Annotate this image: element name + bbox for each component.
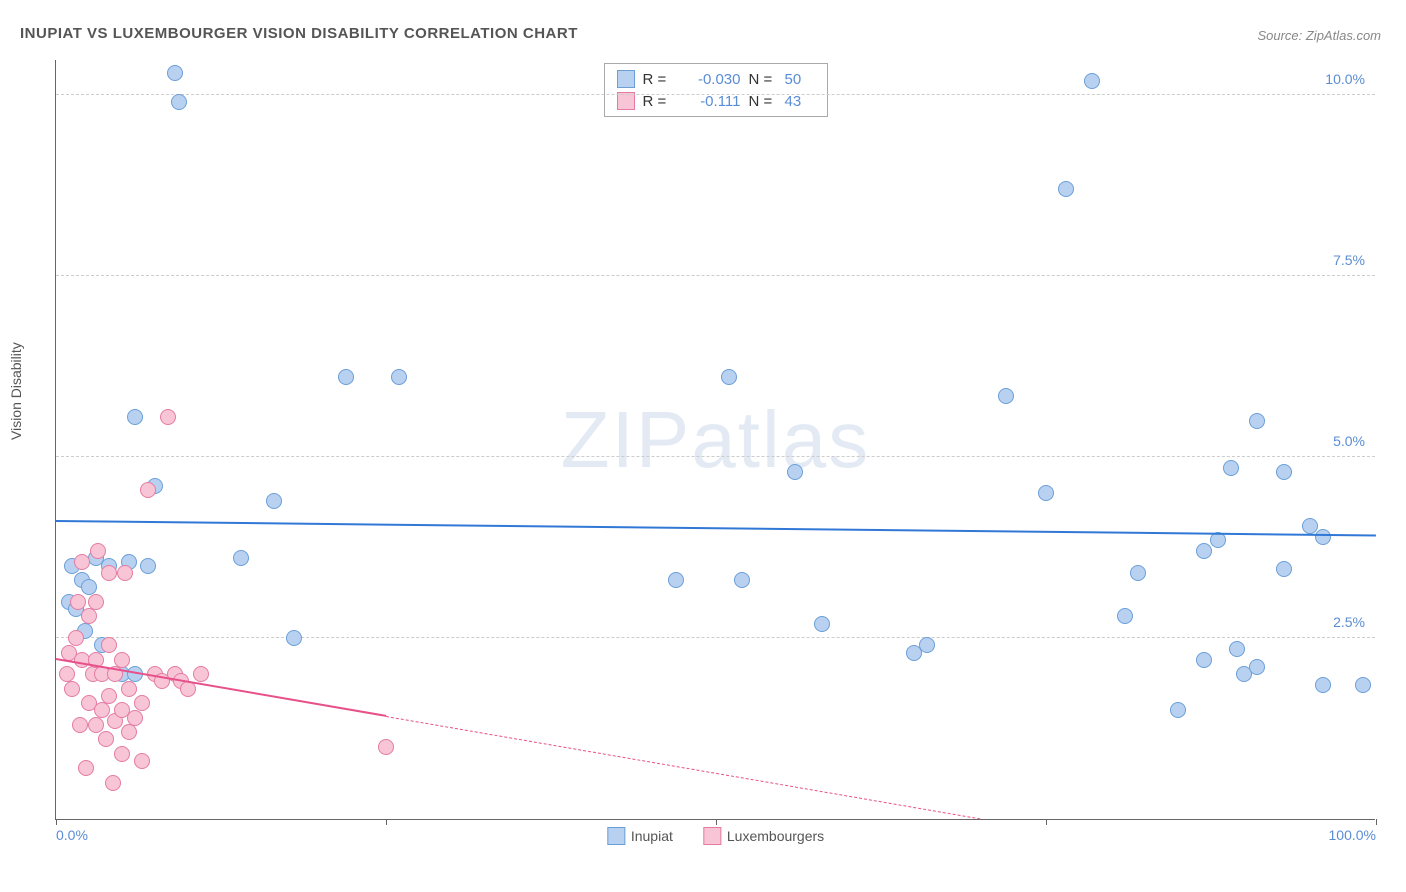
data-point	[1038, 485, 1054, 501]
data-point	[90, 543, 106, 559]
legend-n-value: 50	[785, 71, 815, 88]
y-tick-label: 5.0%	[1333, 433, 1365, 449]
x-tick-mark	[1376, 819, 1377, 825]
data-point	[114, 652, 130, 668]
x-tick-mark	[1046, 819, 1047, 825]
data-point	[338, 369, 354, 385]
data-point	[117, 565, 133, 581]
data-point	[1355, 677, 1371, 693]
gridline	[56, 456, 1375, 457]
data-point	[127, 710, 143, 726]
plot-area: ZIPatlas R =-0.030N =50R =-0.111N =43 In…	[55, 60, 1375, 820]
y-tick-label: 10.0%	[1325, 71, 1365, 87]
data-point	[140, 558, 156, 574]
data-point	[74, 554, 90, 570]
data-point	[167, 65, 183, 81]
chart-title: INUPIAT VS LUXEMBOURGER VISION DISABILIT…	[20, 25, 578, 42]
data-point	[391, 369, 407, 385]
legend-n-label: N =	[749, 71, 777, 88]
data-point	[134, 695, 150, 711]
data-point	[98, 731, 114, 747]
data-point	[1196, 543, 1212, 559]
data-point	[1249, 413, 1265, 429]
data-point	[140, 482, 156, 498]
data-point	[919, 637, 935, 653]
data-point	[88, 717, 104, 733]
data-point	[81, 608, 97, 624]
watermark: ZIPatlas	[561, 394, 870, 486]
data-point	[1315, 529, 1331, 545]
data-point	[998, 388, 1014, 404]
data-point	[233, 550, 249, 566]
data-point	[1315, 677, 1331, 693]
data-point	[101, 565, 117, 581]
legend-swatch	[703, 827, 721, 845]
source-attribution: Source: ZipAtlas.com	[1257, 28, 1381, 43]
legend-r-label: R =	[643, 71, 673, 88]
data-point	[378, 739, 394, 755]
x-tick-label: 0.0%	[56, 827, 88, 843]
data-point	[1170, 702, 1186, 718]
legend-row: R = -0.030 N = 50	[617, 68, 815, 90]
data-point	[105, 775, 121, 791]
data-point	[78, 760, 94, 776]
data-point	[1196, 652, 1212, 668]
correlation-legend: R =-0.030N =50R =-0.111N =43	[604, 63, 828, 117]
data-point	[1117, 608, 1133, 624]
data-point	[734, 572, 750, 588]
data-point	[72, 717, 88, 733]
legend-item: Inupiat	[607, 827, 673, 845]
data-point	[114, 746, 130, 762]
data-point	[1249, 659, 1265, 675]
data-point	[814, 616, 830, 632]
legend-swatch	[607, 827, 625, 845]
data-point	[668, 572, 684, 588]
data-point	[1058, 181, 1074, 197]
gridline	[56, 637, 1375, 638]
y-tick-label: 7.5%	[1333, 252, 1365, 268]
data-point	[1084, 73, 1100, 89]
data-point	[193, 666, 209, 682]
legend-swatch	[617, 70, 635, 88]
data-point	[286, 630, 302, 646]
data-point	[1276, 561, 1292, 577]
data-point	[266, 493, 282, 509]
legend-r-value: -0.030	[681, 71, 741, 88]
y-axis-label: Vision Disability	[8, 342, 24, 440]
series-legend: Inupiat Luxembourgers	[607, 827, 824, 845]
x-tick-label: 100.0%	[1329, 827, 1376, 843]
x-tick-mark	[386, 819, 387, 825]
data-point	[1276, 464, 1292, 480]
legend-label: Luxembourgers	[727, 828, 824, 844]
data-point	[64, 681, 80, 697]
data-point	[160, 409, 176, 425]
legend-item: Luxembourgers	[703, 827, 824, 845]
data-point	[101, 688, 117, 704]
gridline	[56, 275, 1375, 276]
data-point	[1130, 565, 1146, 581]
data-point	[121, 681, 137, 697]
data-point	[171, 94, 187, 110]
gridline	[56, 94, 1375, 95]
y-tick-label: 2.5%	[1333, 614, 1365, 630]
data-point	[70, 594, 86, 610]
data-point	[721, 369, 737, 385]
x-tick-mark	[56, 819, 57, 825]
data-point	[121, 724, 137, 740]
x-tick-mark	[716, 819, 717, 825]
data-point	[1223, 460, 1239, 476]
data-point	[68, 630, 84, 646]
data-point	[134, 753, 150, 769]
trend-line-dashed	[386, 716, 980, 819]
data-point	[101, 637, 117, 653]
data-point	[1229, 641, 1245, 657]
data-point	[88, 594, 104, 610]
data-point	[127, 409, 143, 425]
data-point	[787, 464, 803, 480]
trend-line	[56, 520, 1376, 536]
legend-label: Inupiat	[631, 828, 673, 844]
